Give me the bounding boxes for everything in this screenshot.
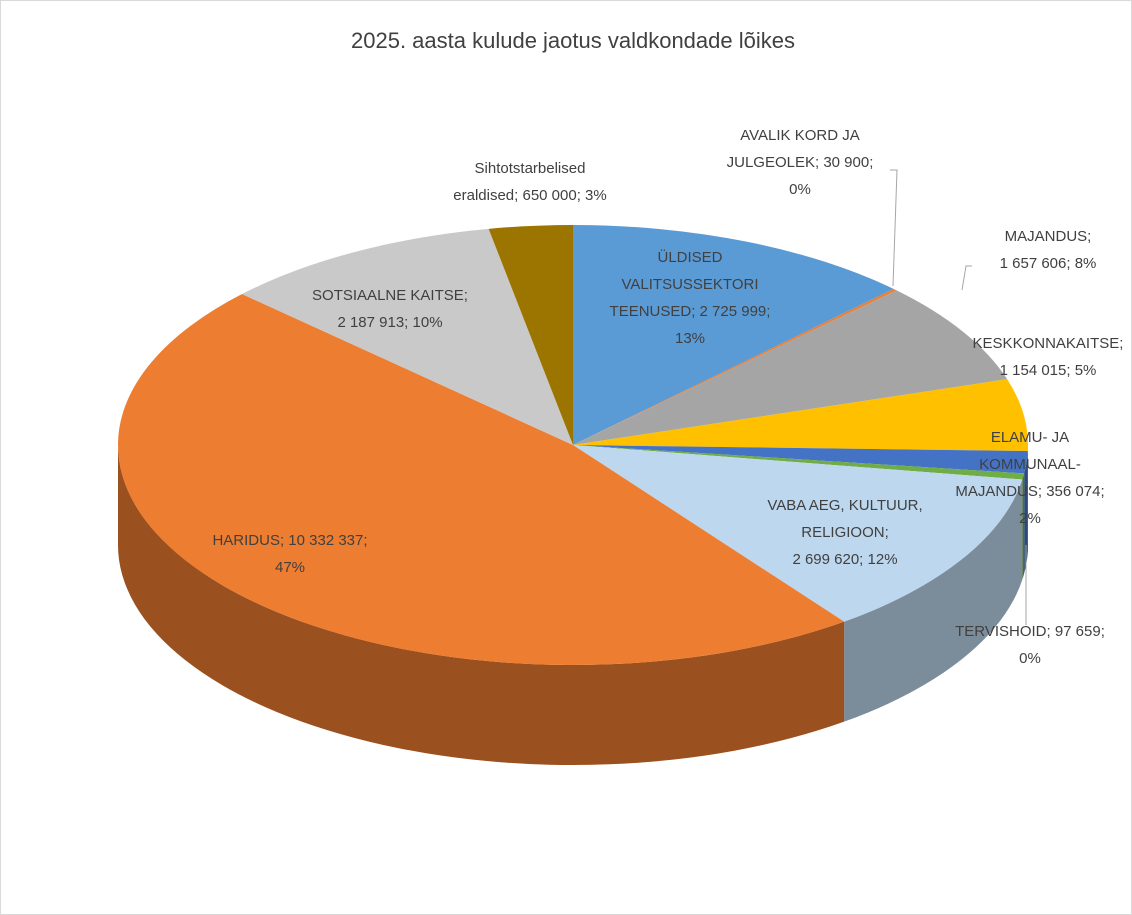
data-label: MAJANDUS; 356 074; [955,483,1104,500]
slice [573,225,894,445]
leader-line [890,169,898,287]
data-label: HARIDUS; 10 332 337; [212,532,367,549]
slice [242,228,573,445]
data-label: 1 657 606; 8% [1000,255,1097,272]
data-label: Sihtotstarbelised [475,160,586,177]
slice-side-shade [118,445,845,765]
data-label: 2 699 620; 12% [792,551,897,568]
leader-line [961,265,972,291]
data-label: KESKKONNAKAITSE; [973,335,1124,352]
slice [573,288,897,445]
data-label: 1 154 015; 5% [1000,362,1097,379]
data-label: AVALIK KORD JA [740,127,859,144]
data-label: 2 187 913; 10% [337,314,442,331]
chart-title: 2025. aasta kulude jaotus valdkondade lõ… [351,28,795,53]
slice [488,225,573,445]
slice-side [118,445,845,765]
data-labels: ÜLDISED VALITSUSSEKTORI TEENUSED; 2 725 99… [212,127,1123,667]
data-label: TEENUSED; 2 725 999; [610,303,771,320]
slice [573,445,1023,622]
data-label: KOMMUNAAL- [979,456,1081,473]
data-label: 2% [1019,510,1041,527]
slice-side-shade [1022,473,1025,580]
data-label: 47% [275,559,305,576]
data-label: VALITSUSSEKTORI [622,276,759,293]
data-label: JULGEOLEK; 30 900; [727,154,874,171]
slice-side-shade [1024,451,1028,574]
slice-side [844,479,1023,722]
slice-side-shade [844,479,1023,722]
data-label: VABA AEG, KULTUUR, [767,497,922,514]
slice-side [1024,451,1028,574]
data-label: TERVISHOID; 97 659; [955,623,1105,640]
pie-tops [118,225,1028,665]
data-label: 0% [789,181,811,198]
slice [573,379,1028,452]
data-label: 0% [1019,650,1041,667]
slice [118,294,845,665]
data-label: ÜLDISED [657,248,722,266]
data-label: MAJANDUS; [1005,228,1092,245]
data-label: ELAMU- JA [991,429,1069,446]
slice [573,290,1008,445]
data-label: eraldised; 650 000; 3% [453,187,606,204]
slice [573,445,1028,474]
data-label: RELIGIOON; [801,524,889,541]
pie-sides [118,445,1028,765]
slice-side [1022,473,1025,580]
data-label: SOTSIAALNE KAITSE; [312,287,468,304]
leader-lines [890,169,1027,625]
data-label: 13% [675,330,705,347]
slice [573,445,1025,480]
